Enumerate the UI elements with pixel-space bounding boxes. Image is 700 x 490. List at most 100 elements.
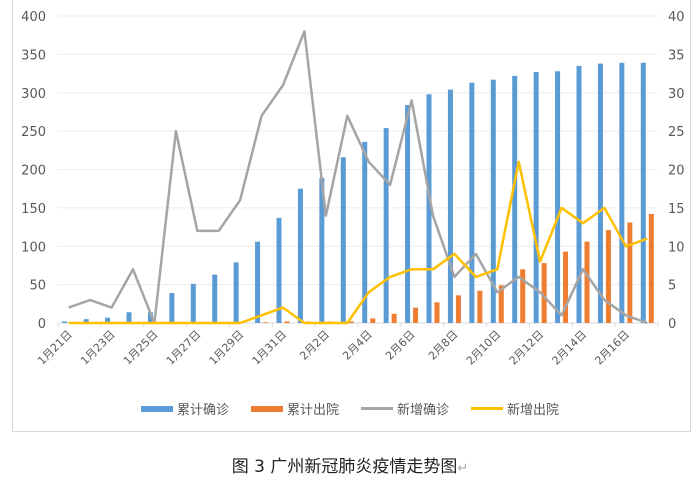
bar [169, 293, 175, 323]
legend-label: 新增确诊 [397, 403, 450, 418]
bar [426, 94, 432, 323]
left-axis-tick: 300 [21, 87, 46, 102]
bar [490, 79, 496, 323]
bar [584, 241, 590, 323]
x-axis-ticks: 1月21日 1月23日 1月25日 1月27日 1月29日 1月31日 2月2日 2月4日 2月… [35, 328, 632, 368]
bar [541, 263, 547, 323]
x-axis-tick: 2月4日 [340, 328, 375, 363]
bar [105, 317, 111, 323]
right-axis-tick: 40 [668, 10, 685, 25]
bar [434, 302, 440, 323]
chart-legend: 累计确诊 累计出院 新增确诊 新增出院 [0, 399, 700, 418]
x-axis-tick: 2月10日 [464, 328, 504, 368]
line-series-path [68, 30, 648, 325]
right-axis-tick: 20 [668, 164, 685, 179]
bar [348, 321, 354, 323]
right-axis-tick: 35 [668, 48, 685, 63]
right-axis-tick: 10 [668, 240, 685, 255]
legend-label: 新增出院 [507, 403, 560, 418]
bar [190, 283, 196, 323]
bar [263, 322, 269, 323]
x-axis-tick: 1月25日 [121, 328, 161, 368]
bar [62, 321, 68, 323]
right-axis-tick: 15 [668, 202, 685, 217]
bar [555, 71, 561, 323]
line-series-path [68, 160, 648, 325]
line-series [68, 30, 648, 325]
x-axis-tick: 1月29日 [207, 328, 247, 368]
bar [640, 62, 646, 323]
x-axis-tick: 2月8日 [426, 328, 461, 363]
bar [563, 251, 569, 323]
bar [498, 285, 504, 323]
bar [627, 222, 633, 323]
legend-item: 累计出院 [250, 399, 339, 418]
bar [126, 312, 132, 323]
right-axis-tick: 5 [668, 279, 676, 294]
trend-chart: 0 50 100 150 200 250 300 350 400 0 5 10 15 20 25 30 35 4… [21, 10, 685, 368]
x-axis-tick: 2月2日 [297, 328, 332, 363]
bar [340, 157, 346, 323]
x-axis-tick: 1月27日 [164, 328, 204, 368]
left-axis-tick: 400 [21, 10, 46, 25]
x-axis-tick: 2月16日 [592, 328, 632, 368]
bar [605, 230, 611, 323]
bar [405, 105, 411, 323]
figure-caption: 图 3 广州新冠肺炎疫情走势图↵ [0, 452, 700, 477]
bar [447, 89, 453, 324]
caption-text: 图 3 广州新冠肺炎疫情走势图 [231, 457, 458, 477]
legend-item: 新增出院 [471, 399, 559, 418]
legend-line-swatch-icon [471, 407, 504, 410]
bar [455, 295, 461, 323]
legend-item: 新增确诊 [361, 399, 449, 418]
bar [576, 65, 582, 323]
bar [383, 128, 389, 323]
x-axis-tick: 1月21日 [35, 328, 75, 368]
left-axis-ticks: 0 50 100 150 200 250 300 350 400 [21, 10, 46, 332]
right-axis-tick: 30 [668, 87, 685, 102]
bar [391, 313, 397, 323]
legend-line-swatch-icon [361, 407, 393, 410]
bar [276, 217, 282, 323]
bar [648, 214, 654, 323]
bar [477, 290, 483, 323]
right-axis-tick: 0 [668, 317, 676, 332]
left-axis-tick: 350 [21, 48, 46, 63]
bar [619, 62, 625, 323]
left-axis-tick: 150 [21, 202, 46, 217]
return-mark-icon: ↵ [457, 461, 469, 476]
left-axis-tick: 0 [38, 317, 46, 332]
left-axis-tick: 100 [21, 240, 46, 255]
x-axis-tick: 1月23日 [78, 328, 118, 368]
bar [413, 307, 419, 323]
bar [533, 72, 539, 323]
legend-label: 累计出院 [286, 403, 339, 418]
bar [512, 75, 518, 324]
bar [597, 63, 603, 324]
bar [469, 82, 475, 324]
bar [319, 177, 325, 323]
bar [212, 274, 218, 323]
left-axis-tick: 50 [29, 279, 46, 294]
bar [284, 321, 290, 323]
bar [370, 318, 376, 323]
legend-bar-swatch-icon [250, 405, 283, 412]
right-axis-tick: 25 [668, 125, 685, 140]
x-axis-tick: 2月6日 [383, 328, 418, 363]
x-axis-tick: 2月12日 [507, 328, 547, 368]
legend-label: 累计确诊 [176, 403, 229, 418]
bar [83, 319, 89, 323]
bar [297, 188, 303, 323]
bar [255, 241, 261, 323]
right-axis-ticks: 0 5 10 15 20 25 30 35 40 [668, 10, 685, 332]
bar [147, 312, 153, 323]
legend-bar-swatch-icon [140, 405, 173, 412]
left-axis-tick: 250 [21, 125, 46, 140]
bar-series [62, 62, 654, 324]
legend-item: 累计确诊 [140, 399, 229, 418]
x-axis-tick: 2月14日 [550, 328, 590, 368]
bar [520, 269, 526, 323]
x-axis-tick: 1月31日 [250, 328, 290, 368]
left-axis-tick: 200 [21, 164, 46, 179]
bar [362, 141, 368, 323]
